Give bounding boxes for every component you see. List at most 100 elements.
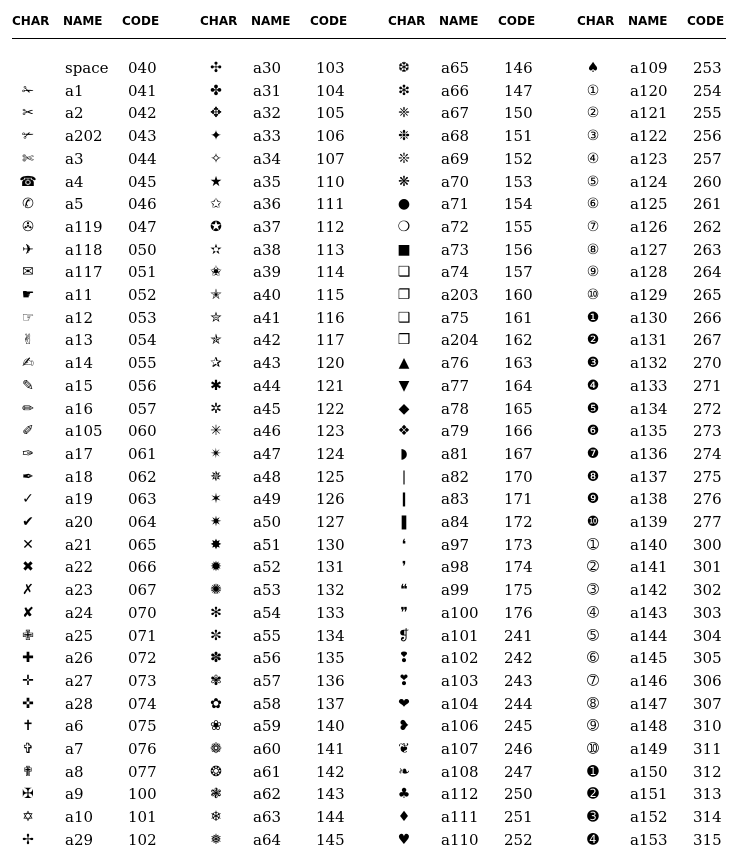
dingbat-glyph-icon: ❾ [586, 491, 600, 508]
header-char: CHAR [577, 14, 615, 28]
glyph-name: a59 [253, 717, 282, 736]
table-row: ⑧ a127 263 [577, 239, 752, 261]
table-row: ❘ a82 170 [388, 466, 568, 488]
dingbat-glyph-icon: ① [586, 82, 600, 99]
glyph-name: a31 [253, 81, 282, 100]
glyph-name: a117 [65, 263, 103, 282]
octal-code: 243 [504, 671, 533, 690]
table-row: ❃ a62 143 [200, 783, 380, 805]
glyph-name: a11 [65, 286, 94, 304]
dingbat-glyph-icon: ✭ [210, 287, 222, 303]
table-row: ❇ a66 147 [388, 80, 568, 102]
dingbat-glyph-icon: ▲ [398, 355, 410, 372]
table-row: ✵ a48 125 [200, 466, 380, 488]
octal-code: 245 [504, 717, 533, 736]
octal-code: 113 [316, 240, 345, 259]
table-row: ❉ a68 151 [388, 125, 568, 147]
dingbat-glyph-icon: ⑥ [586, 196, 600, 213]
dingbat-glyph-icon: ✹ [210, 559, 222, 576]
table-row: ⑥ a125 261 [577, 193, 752, 215]
dingbat-glyph-icon: ❈ [398, 105, 410, 122]
table-row: ✶ a49 126 [200, 488, 380, 510]
dingbat-glyph-icon: ✕ [22, 536, 34, 553]
octal-code: 146 [504, 59, 533, 77]
dingbat-glyph-icon: ❁ [210, 741, 222, 757]
glyph-name: a56 [253, 649, 282, 668]
glyph-name: a49 [253, 490, 282, 509]
glyph-name: a137 [630, 467, 668, 486]
dingbat-glyph-icon: ◆ [398, 400, 410, 417]
octal-code: 311 [693, 740, 722, 758]
octal-code: 167 [504, 444, 533, 463]
dingbat-glyph-icon: ➊ [587, 763, 599, 780]
glyph-name: a132 [630, 354, 668, 373]
dingbat-glyph-icon: ✻ [210, 604, 222, 621]
table-row: ➌ a152 314 [577, 806, 752, 828]
glyph-name: a124 [630, 172, 668, 191]
dingbat-glyph-icon: ✂ [22, 105, 34, 122]
octal-code: 163 [504, 354, 533, 373]
octal-code: 273 [693, 422, 722, 441]
octal-code: 073 [128, 671, 157, 690]
table-row: ☎ a4 045 [12, 171, 192, 193]
table-row: ✐ a105 060 [12, 420, 192, 442]
octal-code: 117 [316, 331, 345, 350]
octal-code: 156 [504, 240, 533, 259]
table-row: ❒ a204 162 [388, 329, 568, 351]
dingbat-glyph-icon: ✠ [22, 786, 34, 803]
dingbat-glyph-icon: ✜ [22, 695, 34, 712]
dingbat-glyph-icon: ❙ [398, 491, 410, 508]
glyph-name: a61 [253, 762, 282, 781]
table-row: ❶ a130 266 [577, 307, 752, 329]
octal-code: 124 [316, 444, 345, 463]
dingbat-glyph-icon: ❧ [398, 763, 410, 780]
dingbat-glyph-icon: ✯ [210, 332, 222, 349]
glyph-name: a153 [630, 830, 668, 849]
octal-code: 315 [693, 830, 722, 849]
table-row: ✭ a40 115 [200, 284, 380, 306]
glyph-name: a143 [630, 603, 668, 622]
octal-code: 256 [693, 127, 722, 146]
table-row: ✼ a55 134 [200, 625, 380, 647]
table-row: ✸ a51 130 [200, 534, 380, 556]
table-row: ✂ a2 042 [12, 102, 192, 124]
glyph-name: a48 [253, 467, 282, 486]
glyph-name: a72 [441, 217, 470, 236]
glyph-name: a151 [630, 785, 668, 804]
octal-code: 105 [316, 104, 345, 123]
table-row: ❦ a107 246 [388, 738, 568, 760]
dingbat-glyph-icon: ✐ [22, 423, 34, 440]
glyph-name: a63 [253, 808, 282, 827]
octal-code: 261 [693, 195, 722, 214]
glyph-name: a142 [630, 581, 668, 600]
octal-code: 301 [693, 558, 722, 577]
glyph-name: a67 [441, 104, 470, 123]
octal-code: 056 [128, 376, 157, 395]
table-row: ✆ a5 046 [12, 193, 192, 215]
table-row: ➊ a150 312 [577, 761, 752, 783]
dingbat-glyph-icon: ➇ [587, 695, 599, 712]
table-row: ✚ a26 072 [12, 647, 192, 669]
dingbat-glyph-icon: ➃ [587, 604, 599, 621]
glyph-name: a35 [253, 172, 282, 191]
table-row: ✌ a13 054 [12, 329, 192, 351]
glyph-name: a147 [630, 694, 668, 713]
octal-code: 047 [128, 217, 157, 236]
octal-code: 166 [504, 422, 533, 441]
glyph-name: a47 [253, 444, 282, 463]
glyph-name: a131 [630, 331, 668, 350]
octal-code: 264 [693, 263, 722, 282]
table-row: ❿ a139 277 [577, 511, 752, 533]
octal-code: 172 [504, 513, 533, 531]
dingbat-glyph-icon: ★ [209, 173, 223, 190]
octal-code: 173 [504, 535, 533, 554]
dingbat-glyph-icon: ✿ [210, 695, 222, 712]
dingbat-glyph-icon: ❤ [398, 695, 410, 712]
glyph-name: a65 [441, 59, 470, 77]
dingbat-glyph-icon: ■ [397, 241, 411, 258]
dingbat-glyph-icon: ✛ [22, 672, 34, 689]
table-row: ❥ a106 245 [388, 715, 568, 737]
table-row: ✷ a50 127 [200, 511, 380, 533]
table-row: ✮ a41 116 [200, 307, 380, 329]
glyph-name: a123 [630, 149, 668, 168]
